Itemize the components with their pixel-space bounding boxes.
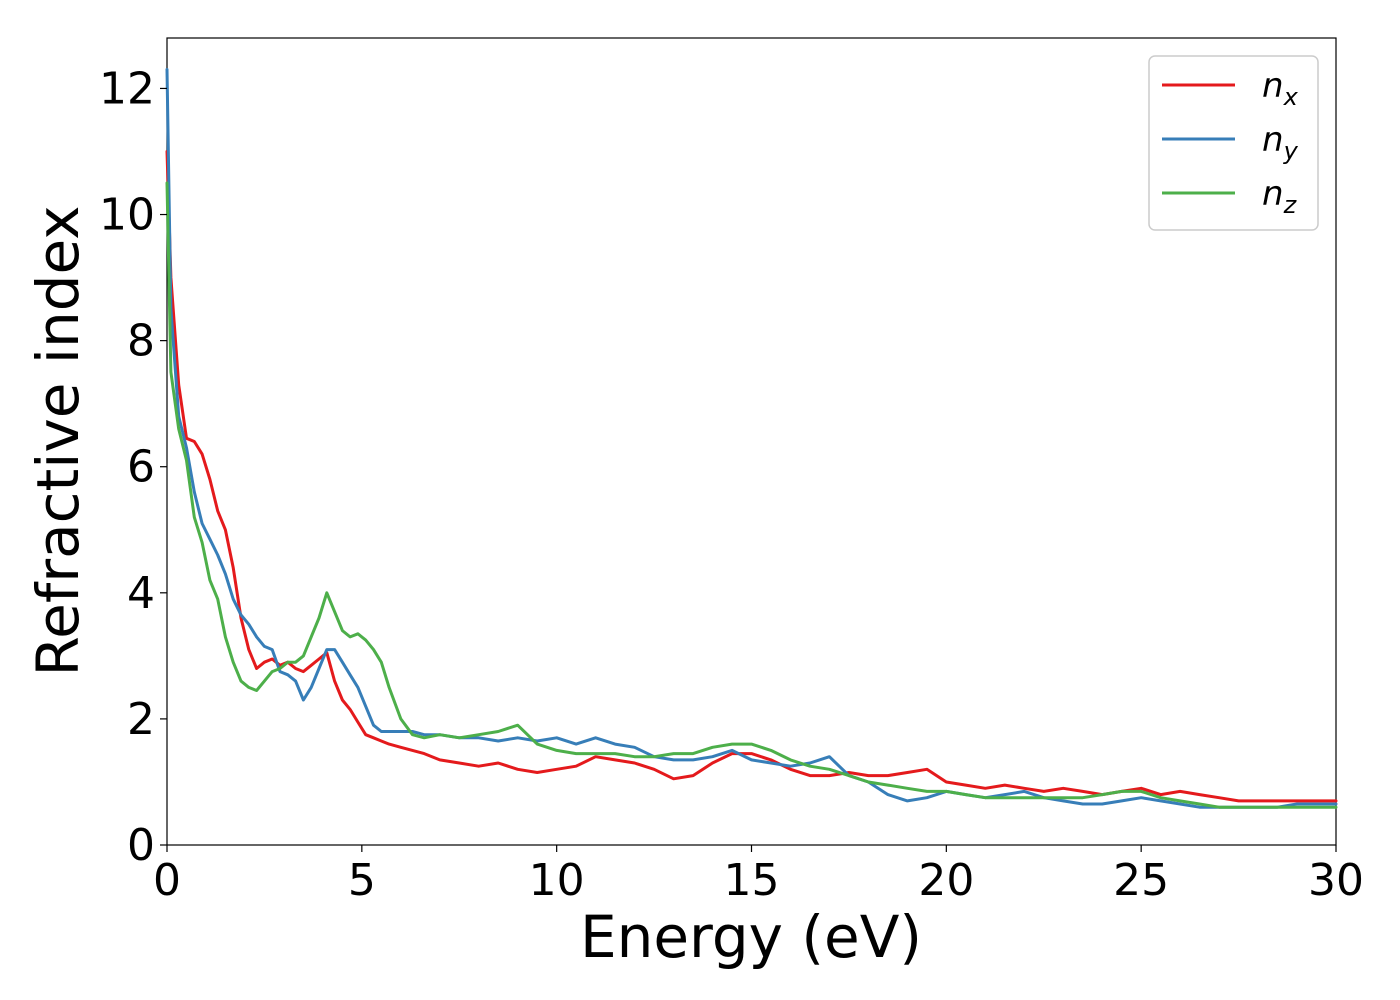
y-tick-label: 8: [127, 316, 155, 367]
legend-box: [1148, 55, 1319, 231]
y-tick-label: 6: [127, 442, 155, 493]
x-tick-label: 10: [529, 855, 585, 906]
series-line-nz: [165, 181, 1338, 809]
y-axis-ticks: 0 2 4 6 8 10 12: [99, 63, 167, 871]
x-tick-label: 30: [1308, 855, 1364, 906]
x-tick-label: 0: [153, 855, 181, 906]
y-axis-title: Refractive index: [24, 205, 92, 676]
legend-label-nz: nz: [1262, 174, 1298, 219]
series-line-ny: [165, 68, 1338, 809]
y-tick-label: 4: [127, 568, 155, 619]
x-tick-label: 20: [918, 855, 974, 906]
y-tick-label: 2: [127, 694, 155, 745]
x-axis-title: Energy (eV): [580, 903, 922, 971]
y-tick-label: 0: [127, 820, 155, 871]
y-tick-label: 10: [99, 190, 155, 241]
x-tick-label: 15: [724, 855, 780, 906]
series-layer: [165, 68, 1338, 809]
x-axis-ticks: 0 5 10 15 20 25 30: [153, 845, 1364, 906]
x-tick-label: 25: [1113, 855, 1169, 906]
series-line-nx: [165, 150, 1338, 803]
x-tick-label: 5: [348, 855, 376, 906]
y-tick-label: 12: [99, 63, 155, 114]
